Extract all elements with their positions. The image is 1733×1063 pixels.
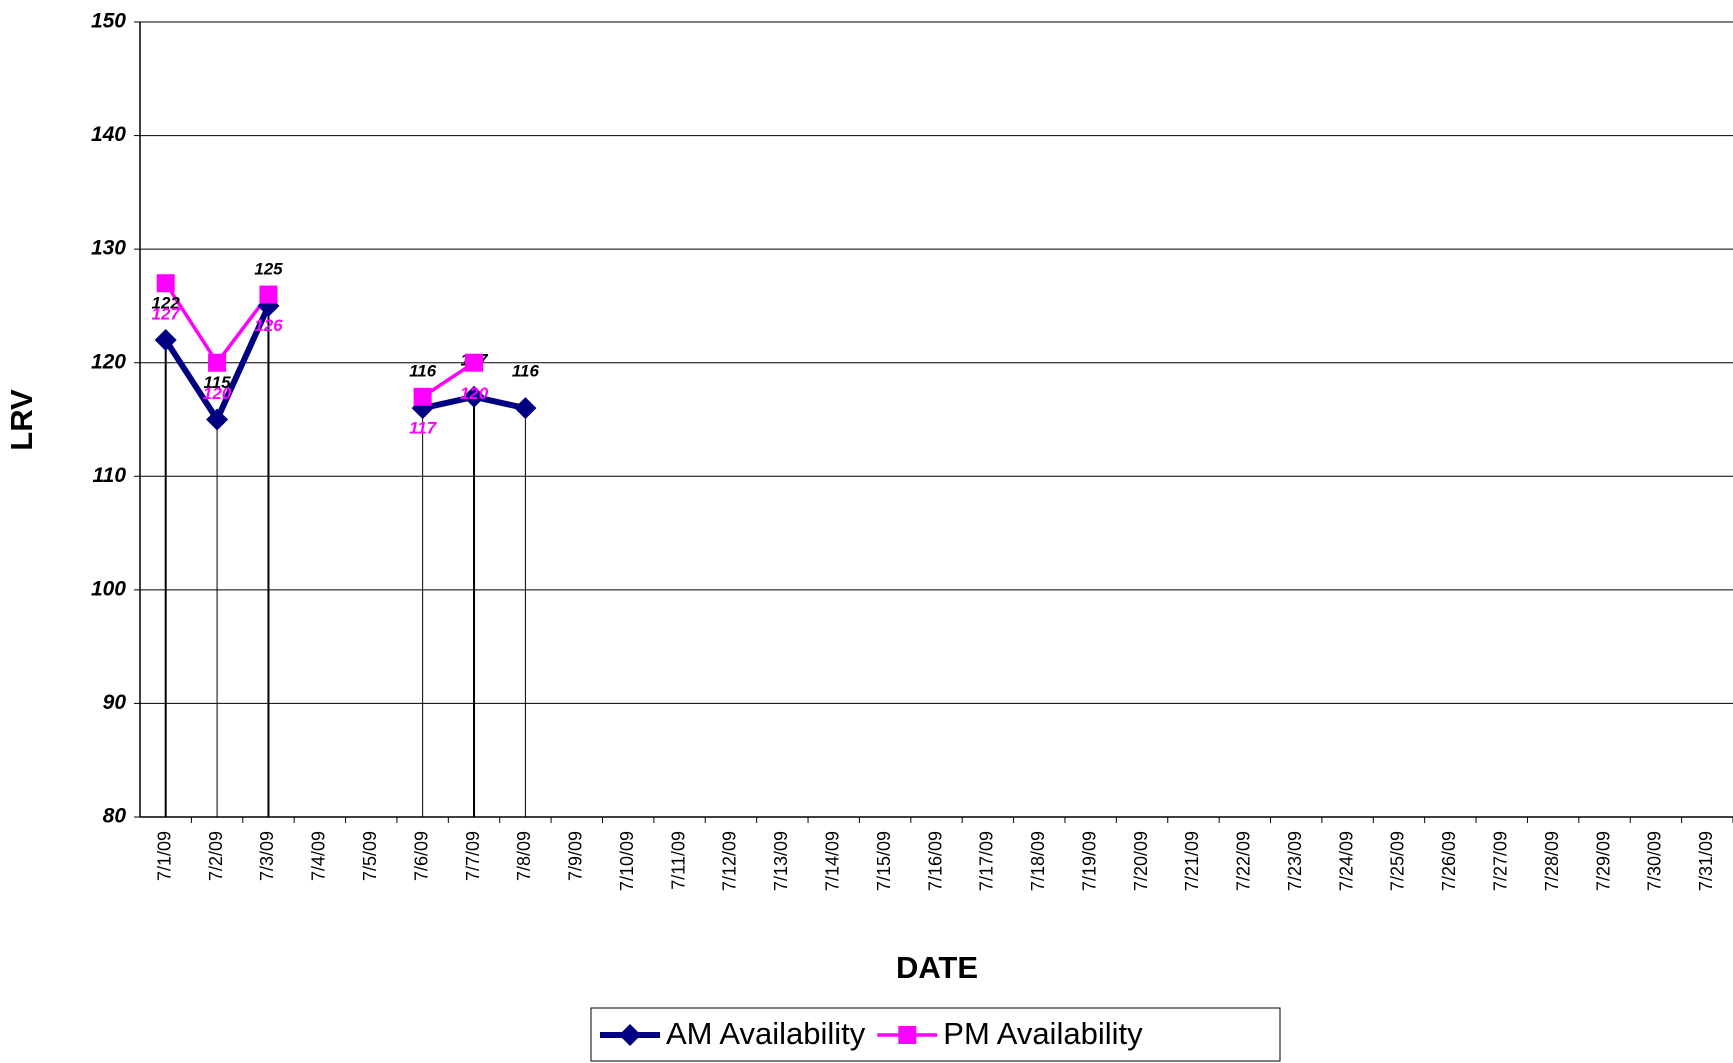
x-tick-label: 7/16/09	[925, 831, 945, 891]
x-tick-label: 7/17/09	[977, 831, 997, 891]
x-tick-label: 7/12/09	[720, 831, 740, 891]
marker	[465, 353, 484, 372]
data-label: 127	[152, 305, 182, 324]
x-tick-label: 7/10/09	[617, 831, 637, 891]
marker	[413, 387, 432, 406]
x-tick-label: 7/18/09	[1028, 831, 1048, 891]
x-tick-label: 7/11/09	[668, 831, 688, 890]
x-tick-label: 7/24/09	[1336, 831, 1356, 891]
y-tick-label: 120	[91, 350, 126, 373]
x-tick-label: 7/28/09	[1542, 831, 1562, 891]
y-tick-label: 130	[91, 237, 126, 260]
x-tick-label: 7/30/09	[1645, 831, 1665, 891]
x-tick-label: 7/6/09	[411, 831, 431, 881]
x-tick-label: 7/29/09	[1593, 831, 1613, 891]
x-tick-label: 7/3/09	[257, 831, 277, 881]
marker	[619, 1024, 641, 1046]
marker	[154, 329, 177, 351]
data-label: 120	[203, 384, 232, 403]
x-axis-title: DATE	[896, 950, 978, 985]
marker	[259, 285, 278, 304]
marker	[208, 353, 227, 372]
data-label: 125	[254, 259, 283, 278]
y-tick-label: 100	[91, 577, 126, 600]
marker	[463, 385, 486, 408]
x-tick-label: 7/27/09	[1491, 831, 1511, 891]
marker	[514, 397, 537, 420]
x-tick-label: 7/4/09	[309, 831, 329, 881]
x-tick-label: 7/21/09	[1182, 831, 1202, 891]
x-tick-label: 7/8/09	[514, 831, 534, 881]
series-line	[164, 282, 270, 365]
data-label: 117	[409, 418, 438, 437]
legend-label: PM Availability	[943, 1016, 1143, 1051]
data-label: 115	[204, 373, 232, 392]
data-label: 120	[460, 384, 489, 403]
x-tick-label: 7/15/09	[874, 831, 894, 891]
x-tick-label: 7/9/09	[566, 831, 586, 881]
y-tick-label: 140	[91, 123, 126, 146]
data-label: 116	[512, 362, 540, 381]
y-tick-label: 80	[103, 805, 127, 828]
x-tick-label: 7/2/09	[206, 831, 226, 881]
data-label: 116	[409, 362, 437, 381]
x-tick-label: 7/14/09	[822, 831, 842, 891]
y-axis-title: LRV	[4, 389, 39, 451]
x-tick-label: 7/13/09	[771, 831, 791, 891]
x-tick-label: 7/31/09	[1696, 831, 1716, 891]
y-tick-label: 150	[91, 10, 126, 33]
data-label: 122	[152, 293, 181, 312]
marker	[898, 1026, 917, 1044]
x-tick-label: 7/23/09	[1285, 831, 1305, 891]
marker	[156, 274, 175, 293]
y-tick-label: 110	[93, 464, 127, 487]
y-tick-label: 90	[103, 691, 127, 714]
x-tick-label: 7/25/09	[1388, 831, 1408, 891]
legend-label: AM Availability	[666, 1016, 866, 1051]
x-tick-label: 7/22/09	[1234, 831, 1254, 891]
data-label: 126	[254, 316, 283, 335]
x-tick-label: 7/5/09	[360, 831, 380, 881]
x-tick-label: 7/20/09	[1131, 831, 1151, 891]
x-tick-label: 7/7/09	[463, 831, 483, 881]
marker	[206, 408, 229, 431]
x-tick-label: 7/19/09	[1079, 831, 1099, 891]
x-tick-label: 7/26/09	[1439, 831, 1459, 891]
x-tick-label: 7/1/09	[154, 831, 174, 881]
